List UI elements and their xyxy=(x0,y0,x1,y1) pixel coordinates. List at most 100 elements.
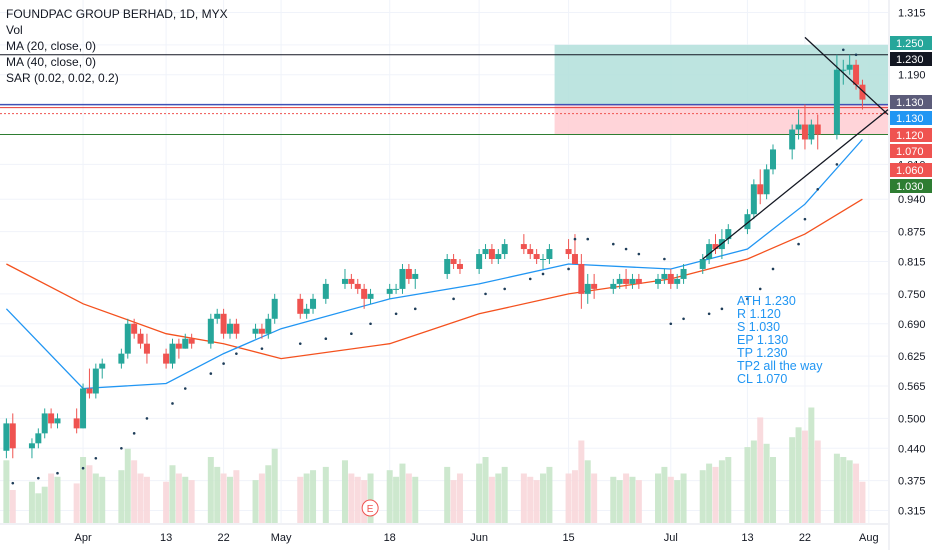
chart-title: FOUNDPAC GROUP BERHAD, 1D, MYX xyxy=(6,7,228,21)
candle-body xyxy=(131,323,138,334)
volume-bar xyxy=(527,476,534,523)
candle-body xyxy=(361,288,368,299)
candle-body xyxy=(456,263,463,269)
note-cutloss: CL 1.070 xyxy=(737,372,788,386)
sar-dot xyxy=(369,322,372,326)
volume-bar xyxy=(655,473,662,523)
volume-bar xyxy=(546,466,553,523)
candle-body xyxy=(578,263,585,294)
sar-dot xyxy=(324,337,328,341)
volume-bar xyxy=(35,493,42,523)
volume-bar xyxy=(207,457,214,523)
trendlines xyxy=(702,36,889,260)
volume-bar xyxy=(540,473,547,523)
candle-body xyxy=(143,343,150,354)
candle-body xyxy=(341,278,348,284)
volume-bar xyxy=(271,448,278,523)
y-tick-label: 1.315 xyxy=(898,7,926,19)
volume-bar xyxy=(629,476,636,523)
candle-body xyxy=(757,184,764,195)
chart-legend: FOUNDPAC GROUP BERHAD, 1D, MYX Vol MA (2… xyxy=(6,6,228,86)
candle-body xyxy=(859,84,866,100)
sar-dot xyxy=(541,272,545,276)
sar-dot xyxy=(707,312,711,316)
candle-body xyxy=(28,443,35,449)
candle-body xyxy=(801,124,808,140)
volume-bar xyxy=(616,480,623,523)
volume-bar xyxy=(482,457,489,523)
candle-body xyxy=(744,214,751,230)
volume-bar xyxy=(169,465,176,523)
sar-dot xyxy=(394,312,398,316)
volume-bar xyxy=(303,473,310,523)
candle-body xyxy=(169,343,176,364)
price-badge xyxy=(890,111,932,125)
price-badge xyxy=(890,144,932,158)
y-tick-label: 0.565 xyxy=(898,381,926,393)
candle-body xyxy=(495,254,502,260)
price-badge xyxy=(890,36,932,50)
volume-bar xyxy=(188,480,195,523)
sar-dot xyxy=(235,352,238,355)
indicator-ma20[interactable]: MA (20, close, 0) xyxy=(6,39,97,53)
volume-bar xyxy=(163,481,170,523)
candle-body xyxy=(533,254,540,260)
candle-body xyxy=(546,249,553,260)
candle-body xyxy=(520,244,527,250)
candle-body xyxy=(476,254,483,269)
candle-body xyxy=(207,318,214,344)
price-badge xyxy=(890,163,932,177)
candle-body xyxy=(3,423,10,451)
price-badge-label: 1.060 xyxy=(896,165,924,177)
candle-body xyxy=(386,288,393,294)
indicator-ma40[interactable]: MA (40, close, 0) xyxy=(6,55,97,69)
candle-body xyxy=(488,249,495,260)
price-badge-label: 1.250 xyxy=(896,38,924,50)
sar-dot xyxy=(145,417,149,420)
event-marker: E xyxy=(361,499,379,517)
sar-dot xyxy=(484,292,487,296)
volume-bar xyxy=(252,480,259,523)
candle-body xyxy=(610,283,617,289)
candle-body xyxy=(233,323,240,334)
candle-body xyxy=(770,149,777,170)
sar-dot xyxy=(171,402,174,405)
x-tick-label: 15 xyxy=(562,532,574,544)
candle-body xyxy=(297,298,304,314)
sar-dot xyxy=(209,372,213,375)
y-tick-label: 0.500 xyxy=(898,413,926,425)
candle-body xyxy=(833,69,840,135)
ma40-line xyxy=(6,198,863,360)
sar-dot xyxy=(56,471,59,475)
indicator-sar[interactable]: SAR (0.02, 0.02, 0.2) xyxy=(6,71,119,85)
price-badge-label: 1.130 xyxy=(896,113,924,125)
candle-body xyxy=(405,268,412,279)
volume-bar xyxy=(41,486,48,523)
volume-bar xyxy=(86,465,93,523)
chart-grid xyxy=(0,0,888,523)
candle-body xyxy=(354,283,361,289)
volume-bar xyxy=(182,476,189,523)
volume-bar xyxy=(412,476,419,523)
volume-bar xyxy=(444,466,451,523)
candle-body xyxy=(591,283,598,289)
candle-body xyxy=(623,278,630,284)
candle-body xyxy=(629,278,636,284)
x-tick-label: Aug xyxy=(859,532,879,544)
candle-body xyxy=(674,278,681,284)
candle-body xyxy=(258,328,265,334)
sar-dot xyxy=(841,48,845,52)
volume-bar xyxy=(495,473,502,523)
volume-bar xyxy=(565,473,572,523)
volume-bar xyxy=(795,427,802,523)
price-badge-label: 1.130 xyxy=(896,97,924,109)
candle-body xyxy=(118,353,125,364)
indicator-vol[interactable]: Vol xyxy=(6,23,23,37)
resistance-trendline xyxy=(804,36,889,116)
candle-body xyxy=(789,129,796,150)
candle-body xyxy=(54,418,61,424)
sar-dot xyxy=(37,476,40,480)
volume-bar xyxy=(405,473,412,523)
loss-zone xyxy=(554,104,888,135)
